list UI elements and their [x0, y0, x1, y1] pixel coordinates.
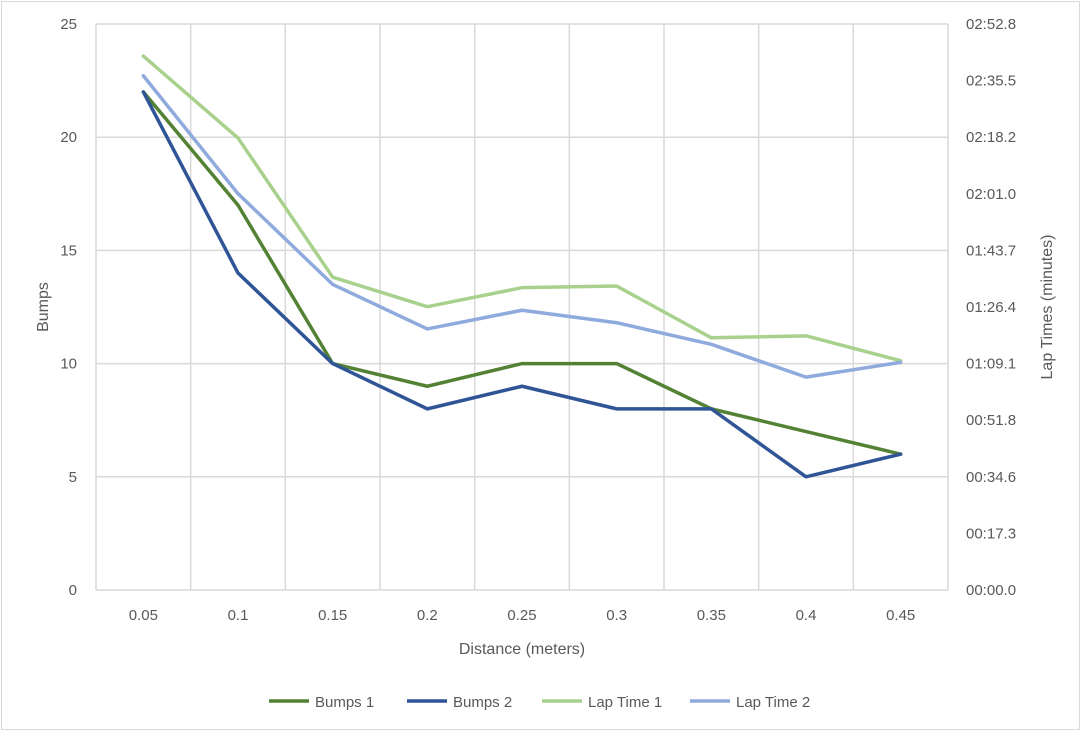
right-axis-tick-label: 02:18.2: [966, 129, 1016, 146]
series-line-lap-time-2: [141, 74, 903, 379]
x-axis-tick-label: 0.2: [417, 607, 438, 624]
x-axis-tick-label: 0.3: [606, 607, 627, 624]
x-axis-title: Distance (meters): [459, 641, 585, 658]
left-axis-tick-label: 20: [60, 129, 77, 146]
legend-label: Lap Time 2: [736, 694, 810, 711]
right-axis-tick-label: 00:51.8: [966, 412, 1016, 429]
right-axis-tick-label: 00:17.3: [966, 525, 1016, 542]
series-lines: [141, 54, 903, 479]
x-axis-tick-labels: 0.05 0.1 0.15 0.2 0.25 0.3 0.35 0.4 0.45: [129, 607, 916, 624]
horizontal-gridlines: [96, 23, 948, 591]
legend: Bumps 1 Bumps 2 Lap Time 1 Lap Time 2: [269, 694, 810, 711]
legend-label: Bumps 1: [315, 694, 374, 711]
right-axis-tick-label: 01:26.4: [966, 299, 1016, 316]
x-axis-tick-label: 0.25: [507, 607, 536, 624]
left-axis-tick-label: 10: [60, 356, 77, 373]
right-axis-tick-label: 01:09.1: [966, 356, 1016, 373]
right-axis-tick-labels: 00:00.0 00:17.3 00:34.6 00:51.8 01:09.1 01:26…: [966, 16, 1016, 599]
legend-label: Bumps 2: [453, 694, 512, 711]
left-axis-title: Bumps: [35, 282, 52, 332]
series-line-bumps-1: [141, 90, 903, 456]
right-axis-tick-label: 02:35.5: [966, 73, 1016, 90]
left-axis-tick-label: 5: [69, 469, 77, 486]
vertical-gridlines: [95, 24, 949, 590]
series-line-bumps-2: [141, 90, 903, 479]
right-axis-tick-label: 02:01.0: [966, 186, 1016, 203]
right-axis-title: Lap Times (minutes): [1039, 235, 1056, 380]
x-axis-tick-label: 0.1: [228, 607, 249, 624]
right-axis-tick-label: 00:00.0: [966, 582, 1016, 599]
x-axis-tick-label: 0.05: [129, 607, 158, 624]
left-axis-tick-label: 0: [69, 582, 77, 599]
x-axis-tick-label: 0.35: [697, 607, 726, 624]
right-axis-tick-label: 01:43.7: [966, 242, 1016, 259]
right-axis-tick-label: 02:52.8: [966, 16, 1016, 33]
x-axis-tick-label: 0.4: [796, 607, 817, 624]
series-line-lap-time-1: [141, 54, 903, 363]
x-axis-tick-label: 0.45: [886, 607, 915, 624]
left-axis-tick-labels: 0 5 10 15 20 25: [60, 16, 77, 599]
legend-label: Lap Time 1: [588, 694, 662, 711]
x-axis-tick-label: 0.15: [318, 607, 347, 624]
left-axis-tick-label: 15: [60, 242, 77, 259]
right-axis-tick-label: 00:34.6: [966, 469, 1016, 486]
left-axis-tick-label: 25: [60, 16, 77, 33]
